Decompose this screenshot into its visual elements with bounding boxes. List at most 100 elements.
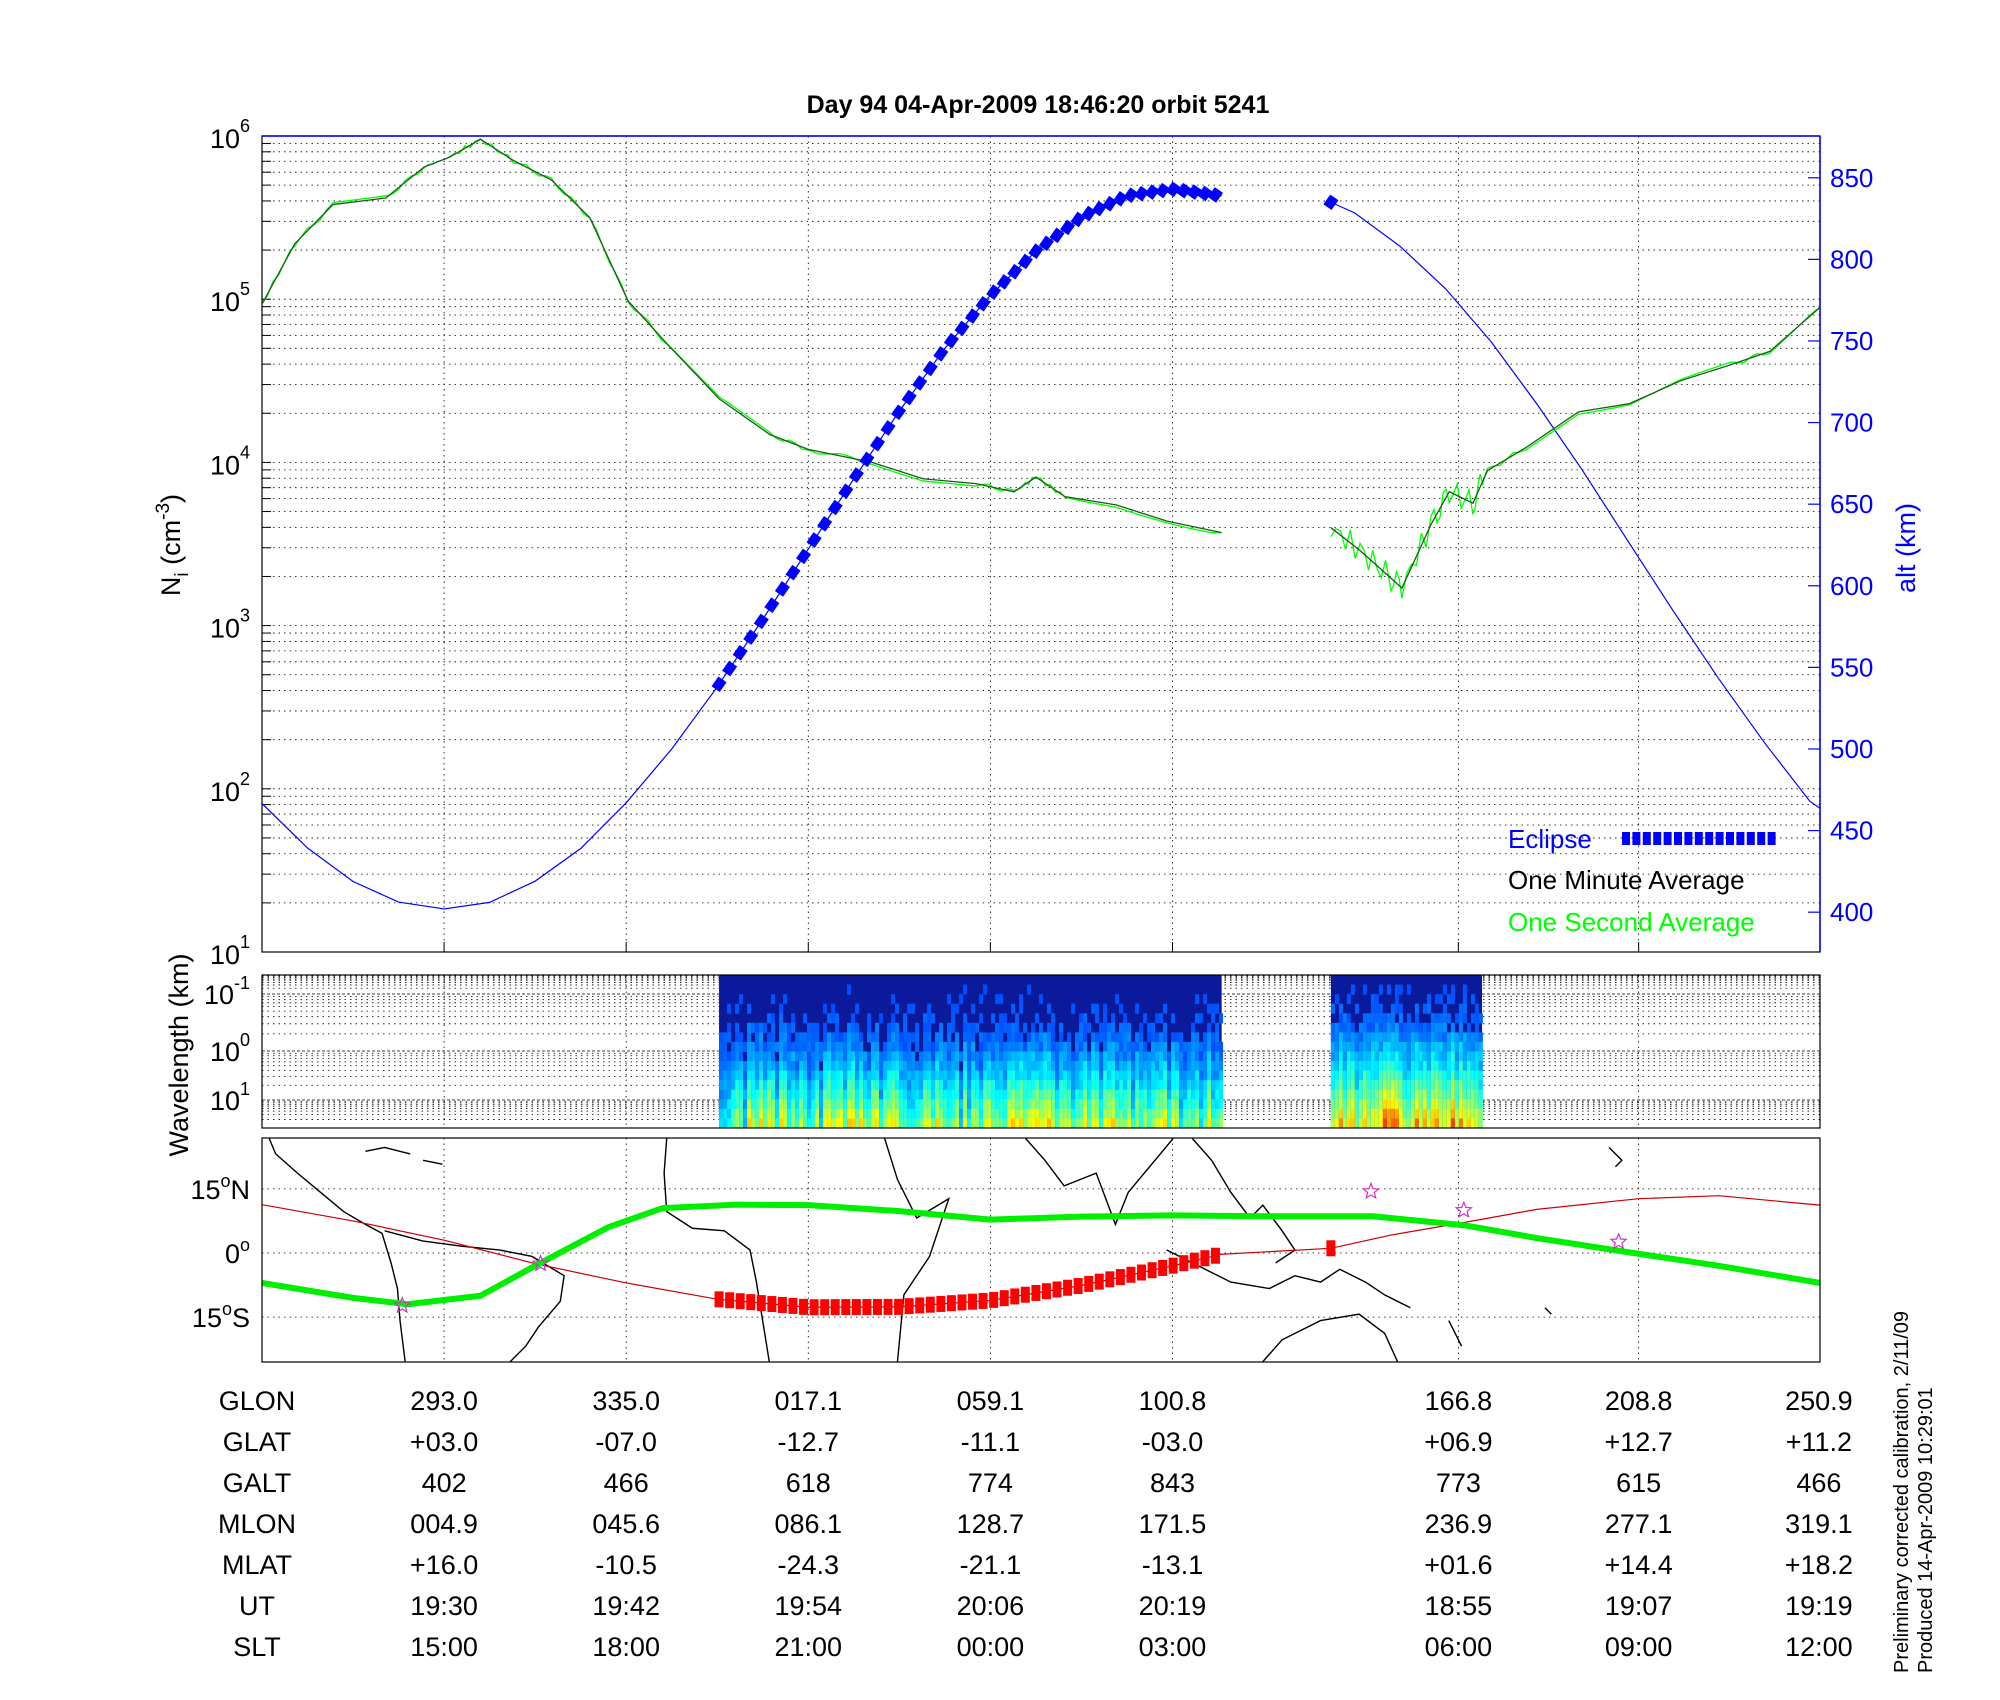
spectrogram-cell <box>1071 1099 1076 1110</box>
spectrogram-cell <box>803 1061 808 1072</box>
spectrogram-cell <box>1358 1051 1363 1062</box>
spectrogram-cell <box>1011 1080 1016 1091</box>
spectrogram-cell <box>767 1032 772 1043</box>
spectrogram-cell <box>1155 1080 1160 1091</box>
spectrogram-cell <box>1398 1051 1403 1062</box>
spectrogram-cell <box>1203 1099 1208 1110</box>
spectrogram-cell <box>811 1089 816 1100</box>
spectrogram-cell <box>1414 1041 1419 1052</box>
spectrogram-cell <box>1470 994 1475 1005</box>
altitude-tick-label: 700 <box>1830 408 1873 438</box>
spectrogram-cell <box>1382 1041 1387 1052</box>
table-cell: +03.0 <box>410 1427 478 1457</box>
spectrogram-cell <box>1195 1070 1200 1081</box>
spectrogram-cell <box>1059 1022 1064 1033</box>
spectrogram-cell <box>1386 984 1391 995</box>
spectrogram-cell <box>987 1118 992 1129</box>
map-grid <box>262 1138 1820 1362</box>
spectrogram-cell <box>1191 1022 1196 1033</box>
spectrogram-cell <box>1163 1070 1168 1081</box>
spectrogram-cell <box>1430 1108 1435 1119</box>
spectrogram-cell <box>1095 1032 1100 1043</box>
spectrogram-cell <box>763 1061 768 1072</box>
spectrogram-cell <box>1450 1041 1455 1052</box>
spectrogram-cell <box>759 1061 764 1072</box>
spectrogram-cell <box>1402 1051 1407 1062</box>
spectrogram-cell <box>1055 1080 1060 1091</box>
y-tick-base: 10 <box>210 777 240 807</box>
spectrogram-cell <box>947 994 952 1005</box>
spectrogram-cell <box>1123 1051 1128 1062</box>
spectrogram-cell <box>1159 1118 1164 1129</box>
altitude-tick-label: 850 <box>1830 163 1873 193</box>
spectrogram-cell <box>1422 1118 1427 1129</box>
spectrogram-cell <box>991 1099 996 1110</box>
spectrogram-cell <box>1155 1118 1160 1129</box>
spectrogram-cell <box>935 1108 940 1119</box>
spectrogram-cell <box>967 1099 972 1110</box>
spectrogram-cell <box>1338 1061 1343 1072</box>
spectrogram-cell <box>751 1022 756 1033</box>
spectrogram-cell <box>1434 1051 1439 1062</box>
spectrogram-cell <box>847 1118 852 1129</box>
spectrogram-cell <box>1119 1061 1124 1072</box>
eclipse-marker <box>912 375 928 391</box>
spectrogram-cell <box>1442 1108 1447 1119</box>
spectrogram-cell <box>1406 1051 1411 1062</box>
spectrogram-cell <box>1123 1118 1128 1129</box>
spectrogram-cell <box>955 1118 960 1129</box>
spectrogram-cell <box>1410 1022 1415 1033</box>
spectrogram-cell <box>847 984 852 995</box>
spectrogram-cell <box>1003 1051 1008 1062</box>
spectrogram-cell <box>739 1032 744 1043</box>
spectrogram-cell <box>983 1099 988 1110</box>
spectrogram-cell <box>1414 1003 1419 1014</box>
legend-eclipse-square <box>1767 832 1776 845</box>
spectrogram-cell <box>911 1003 916 1014</box>
spectrogram-cell <box>759 1070 764 1081</box>
spectrogram-cell <box>1031 1089 1036 1100</box>
spectrogram-cell <box>943 1041 948 1052</box>
spectrogram-cell <box>1211 1051 1216 1062</box>
spectrogram-cell <box>767 1051 772 1062</box>
spectrogram-cell <box>767 1041 772 1052</box>
spectrogram-cell <box>755 1089 760 1100</box>
spectrogram-cell <box>1406 1118 1411 1129</box>
spectrogram-cell <box>1446 1080 1451 1091</box>
spectrogram-cell <box>907 1061 912 1072</box>
spectrogram-cell <box>851 1013 856 1024</box>
spectrogram-cell <box>1478 1080 1483 1091</box>
spectrogram-cell <box>1103 1080 1108 1091</box>
spectrogram-cell <box>1418 1061 1423 1072</box>
spectrogram-cell <box>903 1041 908 1052</box>
track-eclipse-marker <box>1094 1273 1104 1290</box>
spectrogram-cell <box>1382 1089 1387 1100</box>
spectrogram-cell <box>1091 1051 1096 1062</box>
spectrogram-cell <box>963 1089 968 1100</box>
spectrogram-cell <box>1366 1089 1371 1100</box>
spectrogram-cell <box>1378 1013 1383 1024</box>
spectrogram-cell <box>871 1089 876 1100</box>
spectrogram-cell <box>1067 1032 1072 1043</box>
degree-symbol: o <box>222 1299 232 1319</box>
spectrogram-cell <box>1422 1051 1427 1062</box>
spectrogram-cell <box>743 1070 748 1081</box>
spectrogram-cell <box>863 1080 868 1091</box>
spectrogram-cell <box>1430 1118 1435 1129</box>
table-cell: 19:30 <box>410 1591 478 1621</box>
spectrogram-cell <box>1207 1061 1212 1072</box>
spectrogram-cell <box>1474 1108 1479 1119</box>
spectrogram-cell <box>1418 1032 1423 1043</box>
spectrogram-cell <box>1382 1108 1387 1119</box>
spectrogram-cell <box>723 1041 728 1052</box>
spectrogram-cell <box>1039 1118 1044 1129</box>
spectrogram-cell <box>771 1061 776 1072</box>
spectrogram-cell <box>907 1003 912 1014</box>
spectrogram-cell <box>1342 1099 1347 1110</box>
track-eclipse-marker <box>894 1298 904 1315</box>
spectrogram-cell <box>827 1089 832 1100</box>
spectrogram-cell <box>1183 1089 1188 1100</box>
spectrogram-cell <box>1135 1089 1140 1100</box>
spectrogram-cell <box>831 1051 836 1062</box>
spectrogram-cell <box>1091 1070 1096 1081</box>
